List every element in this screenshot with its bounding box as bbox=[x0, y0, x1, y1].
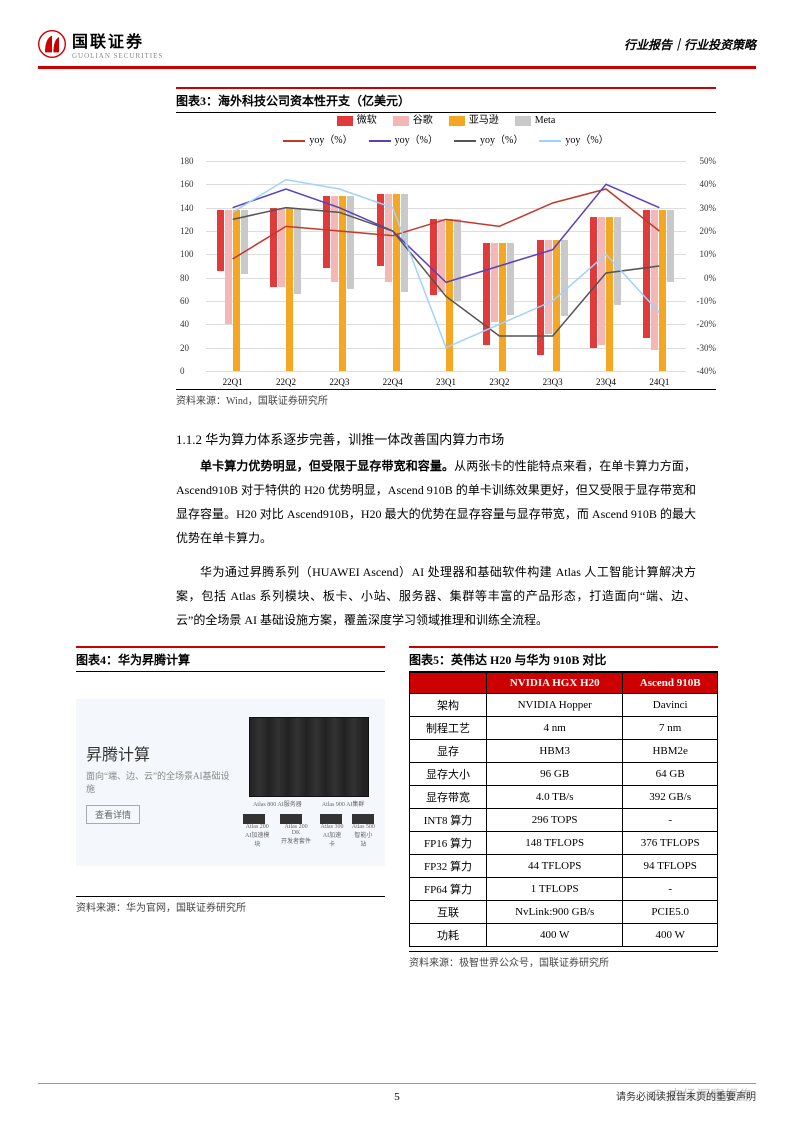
chart3-source: 资料来源：Wind，国联证券研究所 bbox=[176, 389, 716, 407]
watermark: ⊕ 市场洞察报告 bbox=[649, 1085, 751, 1105]
panel5: 图表5：英伟达 H20 与华为 910B 对比 NVIDIA HGX H20As… bbox=[409, 646, 718, 969]
table-row: 互联NvLink:900 GB/sPCIE5.0 bbox=[410, 901, 718, 924]
table-header: Ascend 910B bbox=[623, 673, 718, 694]
table-row: FP32 算力44 TFLOPS94 TFLOPS bbox=[410, 855, 718, 878]
table-row: FP16 算力148 TFLOPS376 TFLOPS bbox=[410, 832, 718, 855]
panel4-body: 昇腾计算 面向“端、边、云”的全场景AI基础设施 查看详情 Atlas 800 … bbox=[76, 672, 385, 892]
table-row: 制程工艺4 nm7 nm bbox=[410, 717, 718, 740]
table-row: 功耗400 W400 W bbox=[410, 924, 718, 947]
panel4-title: 图表4：华为昇腾计算 bbox=[76, 646, 385, 672]
panel5-source: 资料来源：极智世界公众号，国联证券研究所 bbox=[409, 951, 718, 969]
ascend-sub: 面向“端、边、云”的全场景AI基础设施 bbox=[86, 769, 235, 795]
company-name-en: GUOLIAN SECURITIES bbox=[72, 52, 163, 60]
table-row: 显存带宽4.0 TB/s392 GB/s bbox=[410, 786, 718, 809]
product-icon bbox=[243, 814, 265, 824]
company-logo: 国联证券 GUOLIAN SECURITIES bbox=[38, 28, 163, 60]
section-heading: 1.1.2 华为算力体系逐步完善，训推一体改善国内算力市场 bbox=[176, 429, 756, 448]
logo-icon bbox=[38, 30, 66, 58]
panel4: 图表4：华为昇腾计算 昇腾计算 面向“端、边、云”的全场景AI基础设施 查看详情… bbox=[76, 646, 385, 969]
comparison-table: NVIDIA HGX H20Ascend 910B架构NVIDIA Hopper… bbox=[409, 672, 718, 947]
company-name: 国联证券 bbox=[72, 34, 144, 51]
table-header: NVIDIA HGX H20 bbox=[487, 673, 623, 694]
table-row: INT8 算力296 TOPS- bbox=[410, 809, 718, 832]
rack-label: Atlas 900 AI集群 bbox=[322, 799, 365, 808]
table-row: 架构NVIDIA HopperDavinci bbox=[410, 694, 718, 717]
ascend-promo: 昇腾计算 面向“端、边、云”的全场景AI基础设施 查看详情 Atlas 800 … bbox=[76, 699, 385, 866]
table-header bbox=[410, 673, 487, 694]
body-p1-bold: 单卡算力优势明显，但受限于显存带宽和容量。 bbox=[200, 459, 454, 473]
chart3-legend: 微软谷歌亚马逊Metayoy（%）yoy（%）yoy（%）yoy（%） bbox=[176, 113, 716, 149]
panels-row: 图表4：华为昇腾计算 昇腾计算 面向“端、边、云”的全场景AI基础设施 查看详情… bbox=[76, 646, 718, 969]
body-p1: 单卡算力优势明显，但受限于显存带宽和容量。从两张卡的性能特点来看，在单卡算力方面… bbox=[176, 454, 696, 550]
table-row: 显存大小96 GB64 GB bbox=[410, 763, 718, 786]
page-header: 国联证券 GUOLIAN SECURITIES 行业报告｜行业投资策略 bbox=[38, 28, 756, 64]
product-icon bbox=[320, 814, 342, 824]
panel4-source: 资料来源：华为官网，国联证券研究所 bbox=[76, 896, 385, 914]
view-detail-button[interactable]: 查看详情 bbox=[86, 805, 140, 824]
chart3-area: 020406080100120140160180-40%-30%-20%-10%… bbox=[176, 155, 716, 385]
server-illustration: Atlas 800 AI服务器 Atlas 900 AI集群 Atlas 200… bbox=[243, 717, 375, 848]
chart3-block: 图表3：海外科技公司资本性开支（亿美元） 微软谷歌亚马逊Metayoy（%）yo… bbox=[176, 87, 716, 407]
product-icon bbox=[352, 814, 374, 824]
rack-label: Atlas 800 AI服务器 bbox=[253, 799, 302, 808]
product-icon bbox=[280, 814, 302, 824]
chart3-title: 图表3：海外科技公司资本性开支（亿美元） bbox=[176, 87, 716, 113]
page-number: 5 bbox=[394, 1091, 400, 1103]
table-row: FP64 算力1 TFLOPS- bbox=[410, 878, 718, 901]
body-p2: 华为通过昇腾系列（HUAWEI Ascend）AI 处理器和基础软件构建 Atl… bbox=[176, 560, 696, 632]
header-rule bbox=[38, 66, 756, 69]
breadcrumb: 行业报告｜行业投资策略 bbox=[624, 36, 756, 53]
panel5-title: 图表5：英伟达 H20 与华为 910B 对比 bbox=[409, 646, 718, 672]
table-row: 显存HBM3HBM2e bbox=[410, 740, 718, 763]
server-rack-icon bbox=[249, 717, 369, 797]
ascend-title: 昇腾计算 bbox=[86, 741, 235, 765]
